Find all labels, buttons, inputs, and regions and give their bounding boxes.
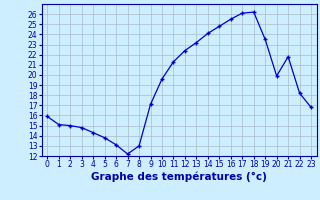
X-axis label: Graphe des températures (°c): Graphe des températures (°c) [91,172,267,182]
